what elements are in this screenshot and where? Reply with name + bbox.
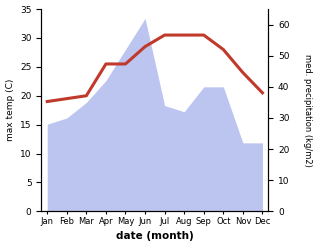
Y-axis label: med. precipitation (kg/m2): med. precipitation (kg/m2) (303, 54, 313, 167)
X-axis label: date (month): date (month) (116, 231, 194, 242)
Y-axis label: max temp (C): max temp (C) (5, 79, 15, 141)
